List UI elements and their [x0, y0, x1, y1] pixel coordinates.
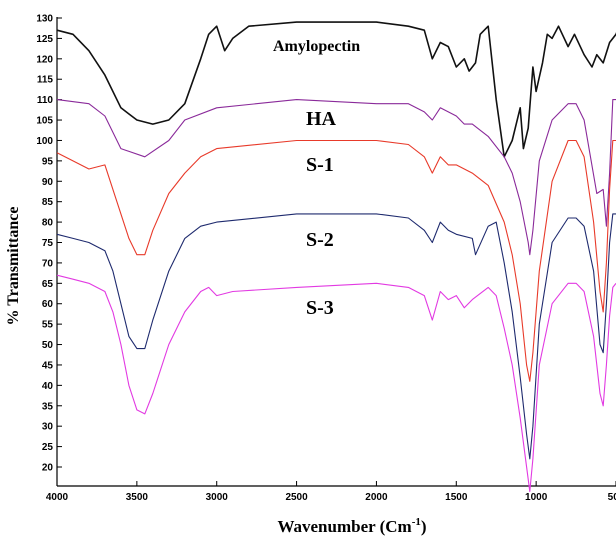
y-tick-label: 100: [36, 136, 53, 147]
series-line-amylopectin: [56, 21, 616, 158]
y-tick-label: 85: [42, 197, 54, 208]
x-axis-title-close: ): [421, 517, 427, 536]
y-tick-label: 40: [42, 381, 54, 392]
x-axis-title-sup: -1: [412, 516, 421, 528]
y-tick-label: 25: [42, 442, 54, 453]
y-tick-label: 50: [42, 340, 54, 351]
x-tick-label: 2000: [365, 492, 388, 503]
y-tick-label: 30: [42, 422, 54, 433]
series-label-ha: HA: [306, 108, 337, 130]
y-tick-label: 75: [42, 238, 54, 249]
y-tick-label: 80: [42, 218, 54, 229]
x-tick-label: 3500: [126, 492, 149, 503]
plot-area: [56, 17, 616, 487]
series-line-s-2: [56, 213, 616, 460]
series-label-s3: S-3: [306, 297, 334, 319]
y-axis-title: % Transmittance: [5, 207, 22, 326]
y-tick-label: 35: [42, 401, 54, 412]
y-tick-label: 105: [36, 116, 53, 127]
y-tick-label: 45: [42, 360, 54, 371]
y-tick-label: 65: [42, 279, 54, 290]
series-line-ha: [56, 99, 616, 256]
x-axis-title-main: Wavenumber (Cm: [277, 517, 411, 536]
y-tick-label: 110: [37, 95, 54, 106]
y-tick-label: 130: [36, 14, 53, 25]
y-tick-label: 60: [42, 299, 54, 310]
series-label-amylopectin: Amylopectin: [273, 38, 360, 55]
x-tick-label: 2500: [285, 492, 308, 503]
y-tick-label: 70: [42, 258, 54, 269]
y-tick-label: 90: [42, 177, 54, 188]
series-line-s-3: [56, 274, 616, 493]
y-tick-label: 20: [42, 463, 54, 474]
y-tick-label: 120: [36, 54, 53, 65]
series-lines: [56, 21, 616, 493]
x-tick-label: 1000: [525, 492, 548, 503]
series-label-s1: S-1: [306, 154, 334, 176]
series-labels: Amylopectin HA S-1 S-2 S-3: [273, 38, 360, 319]
series-line-s-1: [56, 139, 616, 382]
y-tick-label: 115: [37, 75, 54, 86]
y-axis: 20 25 30 35 40 45 50 55 60 65 70 75 80 85 90 95 100 105 11…: [36, 14, 62, 474]
y-tick-label: 125: [36, 34, 53, 45]
x-axis: 4000 3500 3000 2500 2000 1500 1000 500: [46, 481, 616, 503]
y-tick-label: 95: [42, 156, 54, 167]
x-tick-label: 3000: [206, 492, 229, 503]
x-axis-title: Wavenumber (Cm-1): [277, 516, 426, 536]
x-tick-label: 4000: [46, 492, 69, 503]
x-tick-label: 1500: [445, 492, 468, 503]
y-tick-label: 55: [42, 320, 54, 331]
x-tick-label: 500: [608, 492, 616, 503]
series-label-s2: S-2: [306, 229, 334, 251]
